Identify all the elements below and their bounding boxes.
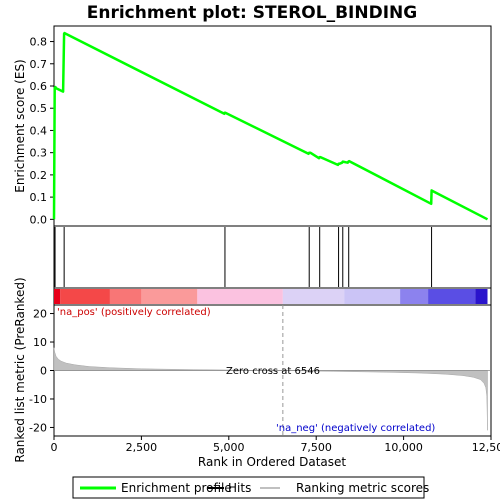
rank-color-band [282,289,345,304]
es-y-axis: 0.0 0.1 0.2 0.3 0.4 0.5 0.6 0.7 0.8 [30,36,54,226]
es-y-tick-label: 0.3 [30,147,48,160]
x-axis-label: Rank in Ordered Dataset [198,455,346,469]
chart-title: Enrichment plot: STEROL_BINDING [87,3,417,23]
es-y-tick-label: 0.1 [30,191,48,204]
rank-color-band [197,289,283,304]
x-tick-label: 0 [51,441,58,454]
rank-color-band [54,289,61,304]
legend-label-metric: Ranking metric scores [296,481,429,495]
x-axis: 0 2,500 5,000 7,500 10,000 12,500 [51,436,500,454]
metric-y-axis-label: Ranked list metric (PreRanked) [13,277,27,462]
rank-color-band [141,289,198,304]
es-y-tick-label: 0.6 [30,80,48,93]
x-tick-label: 2,500 [126,441,158,454]
legend-label-hits: Hits [228,481,251,495]
pos-label: 'na_pos' (positively correlated) [57,307,211,318]
es-plot-area [52,31,489,221]
neg-label: 'na_neg' (negatively correlated) [276,423,435,434]
es-y-tick-label: 0.7 [30,58,48,71]
rank-color-bar [54,289,488,304]
metric-y-axis: -20 -10 0 10 20 [29,308,54,434]
rank-color-band [60,289,110,304]
es-panel [53,25,492,227]
hits-panel [53,225,492,289]
legend-label-enrichment: Enrichment profile [121,481,232,495]
rank-color-band [400,289,429,304]
es-y-tick-label: 0.2 [30,169,48,182]
legend-box [72,476,425,499]
rank-color-band [344,289,401,304]
metric-y-tick-label: 0 [40,365,47,378]
metric-y-tick-label: -20 [29,421,47,434]
es-y-tick-label: 0.8 [30,36,48,49]
metric-plot-area [53,305,491,436]
x-tick-label: 7,500 [300,441,332,454]
es-y-axis-label: Enrichment score (ES) [13,59,27,192]
x-tick-label: 10,000 [384,441,423,454]
es-y-tick-label: 0.5 [30,102,48,115]
es-series-line [52,31,489,221]
metric-y-tick-label: 20 [33,308,47,321]
metric-y-tick-label: -10 [29,393,47,406]
hits-layer [54,227,433,287]
rank-color-band [428,289,476,304]
metric-y-tick-label: 10 [33,336,47,349]
es-y-tick-label: 0.4 [30,124,48,137]
x-tick-label: 12,500 [472,441,500,454]
x-tick-label: 5,000 [213,441,245,454]
rank-color-band [475,289,488,304]
rank-color-band [109,289,142,304]
es-y-tick-label: 0.0 [30,213,48,226]
zero-cross-label: Zero cross at 6546 [226,366,320,377]
